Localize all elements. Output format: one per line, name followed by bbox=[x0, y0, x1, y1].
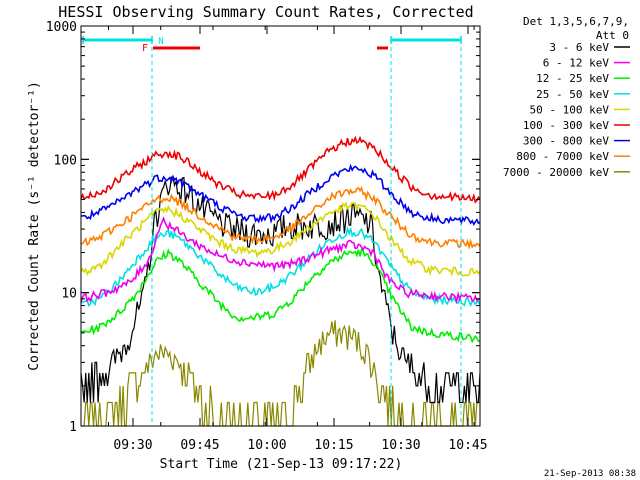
x-tick-label: 09:30 bbox=[113, 438, 152, 453]
series-line-50-100-kev bbox=[80, 201, 481, 277]
series-line-300-800-kev bbox=[80, 163, 481, 227]
legend: Det 1,3,5,6,7,9,Att 03 - 6 keV 6 - 12 keV… bbox=[503, 15, 630, 179]
y-tick-label: 1000 bbox=[46, 20, 77, 35]
flare-marker-label: F bbox=[142, 43, 148, 54]
legend-label: 300 - 800 keV bbox=[523, 135, 609, 148]
x-tick-label: 10:30 bbox=[381, 438, 420, 453]
legend-label: 100 - 300 keV bbox=[523, 119, 609, 132]
night-marker-label: N bbox=[158, 37, 163, 47]
y-axis-label: Corrected Count Rate (s⁻¹ detector⁻¹) bbox=[27, 81, 42, 371]
legend-label: 6 - 12 keV bbox=[543, 57, 610, 70]
legend-label: 800 - 7000 keV bbox=[516, 150, 609, 163]
legend-label: 50 - 100 keV bbox=[530, 103, 610, 116]
plot-frame bbox=[80, 25, 481, 427]
legend-label: 25 - 50 keV bbox=[536, 88, 609, 101]
marker-layer: FN bbox=[82, 36, 462, 426]
footer-timestamp: 21-Sep-2013 08:38 bbox=[544, 469, 636, 479]
series-line-12-25-kev bbox=[80, 248, 481, 344]
x-tick-label: 10:00 bbox=[247, 438, 286, 453]
series-layer bbox=[80, 135, 481, 427]
chart-title: HESSI Observing Summary Count Rates, Cor… bbox=[58, 3, 473, 21]
series-line-6-12-kev bbox=[80, 216, 481, 305]
x-tick-label: 10:45 bbox=[448, 438, 487, 453]
y-tick-label: 1 bbox=[69, 420, 77, 435]
legend-header: Att 0 bbox=[596, 29, 629, 42]
series-line-7000-20000-kev bbox=[81, 320, 480, 427]
legend-label: 12 - 25 keV bbox=[536, 72, 609, 85]
legend-header: Det 1,3,5,6,7,9, bbox=[523, 15, 629, 28]
axis-layer: 1 10 100 1000 09:30 09:45 10:00 10:15 10:30 10:45 bbox=[46, 20, 488, 453]
x-tick-label: 09:45 bbox=[180, 438, 219, 453]
x-axis-label: Start Time (21-Sep-13 09:17:22) bbox=[160, 457, 403, 472]
x-tick-label: 10:15 bbox=[314, 438, 353, 453]
legend-label: 7000 - 20000 keV bbox=[503, 166, 609, 179]
y-tick-label: 100 bbox=[54, 153, 77, 168]
legend-label: 3 - 6 keV bbox=[549, 41, 609, 54]
series-line-100-300-kev bbox=[80, 135, 481, 204]
series-line-800-7000-kev bbox=[80, 185, 481, 251]
y-tick-label: 10 bbox=[61, 287, 77, 302]
